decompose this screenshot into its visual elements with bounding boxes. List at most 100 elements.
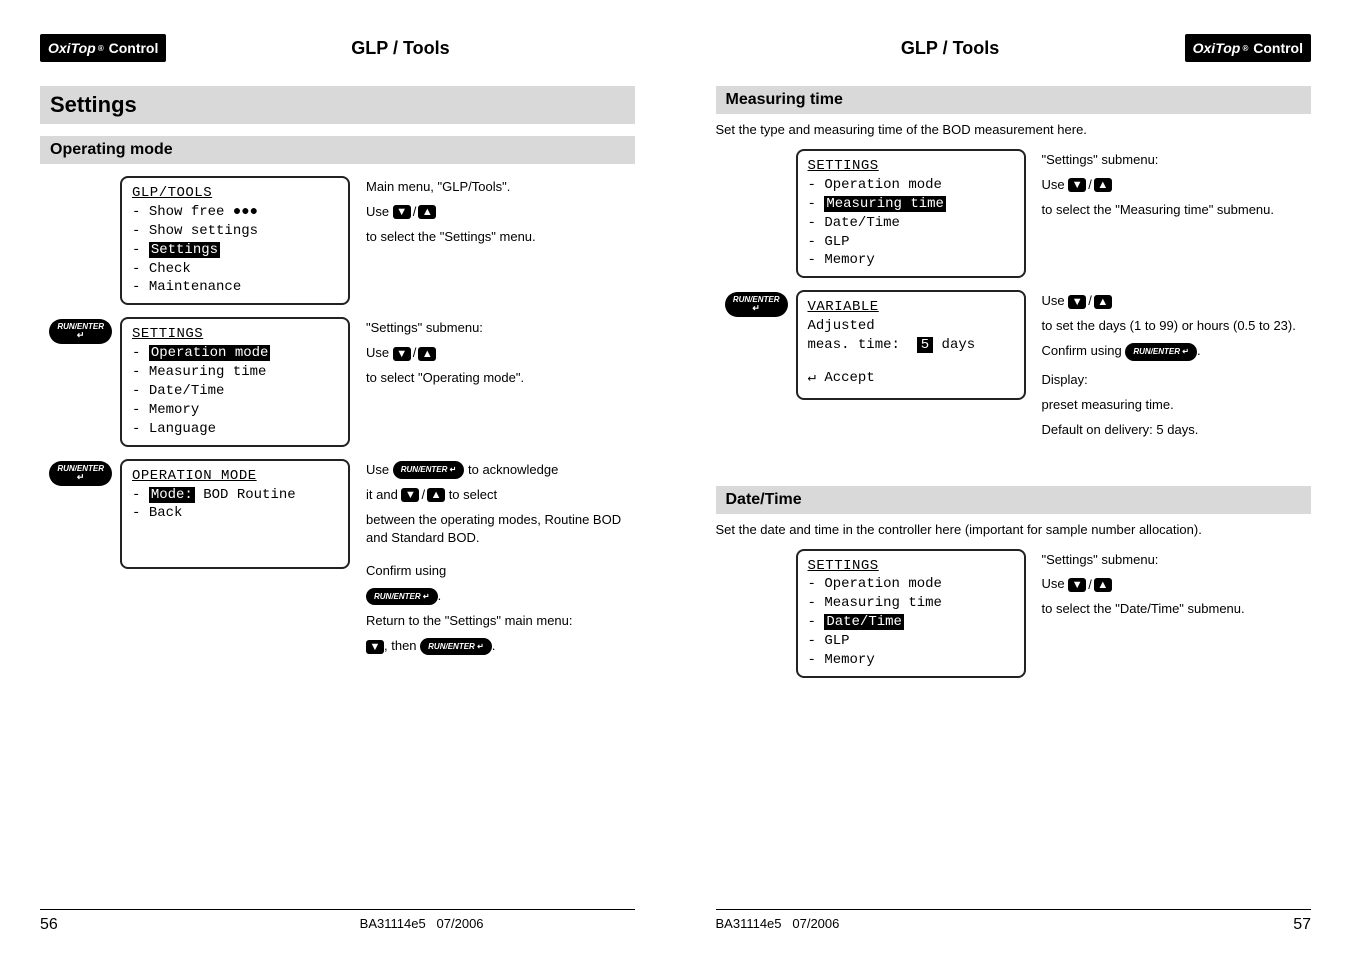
run-enter-key-inline: RUN/ENTER ↵ — [420, 638, 492, 656]
list-item: - Operation mode — [808, 575, 1014, 594]
brand-name: OxiTop — [1193, 40, 1241, 56]
intro-text: Set the type and measuring time of the B… — [716, 122, 1312, 137]
brand-chip: OxiTop®Control — [40, 34, 166, 62]
annot-line: to select the "Settings" menu. — [366, 228, 635, 247]
list-item-selected: - Settings — [132, 241, 338, 260]
annot-line: between the operating modes, Routine BOD… — [366, 511, 635, 549]
lcd-line: Adjusted — [808, 317, 1014, 336]
annotation: "Settings" submenu: Use ▼/▲ to select th… — [1042, 549, 1312, 626]
list-item: - GLP — [808, 632, 1014, 651]
annot-line: Use ▼/▲ — [1042, 292, 1312, 311]
lcd-line: meas. time: 5 days — [808, 336, 1014, 355]
list-item-selected: - Measuring time — [808, 195, 1014, 214]
list-item: - Memory — [132, 401, 338, 420]
lcd-glp-tools: GLP/TOOLS - Show free ●●● - Show setting… — [120, 176, 350, 305]
lcd-settings: SETTINGS - Operation mode - Measuring ti… — [120, 317, 350, 446]
annot-line: Main menu, "GLP/Tools". — [366, 178, 635, 197]
list-item-selected: - Operation mode — [132, 344, 338, 363]
annot-line: Return to the "Settings" main menu: — [366, 612, 635, 631]
footer-doc: BA31114e5 07/2006 — [360, 916, 484, 934]
down-arrow-icon: ▼ — [366, 640, 384, 654]
step-row: GLP/TOOLS - Show free ●●● - Show setting… — [40, 176, 635, 305]
annot-line: Use RUN/ENTER ↵ to acknowledge — [366, 461, 635, 480]
lcd-title: GLP/TOOLS — [132, 184, 338, 203]
page-header-right: GLP / Tools OxiTop® Control — [716, 30, 1312, 66]
annot-line: ▼, then RUN/ENTER ↵. — [366, 637, 635, 656]
annot-line: Use ▼/▲ — [1042, 176, 1312, 195]
brand-name: OxiTop — [48, 40, 96, 56]
lcd-title: OPERATION MODE — [132, 467, 338, 486]
list-item: - Show settings — [132, 222, 338, 241]
list-item: - Measuring time — [808, 594, 1014, 613]
lcd-accept: ↵ Accept — [808, 369, 1014, 388]
footer-doc: BA31114e5 07/2006 — [716, 916, 840, 934]
brand-reg: ® — [1242, 44, 1248, 53]
list-item: - Memory — [808, 651, 1014, 670]
annot-line: Use ▼/▲ — [366, 344, 635, 363]
page-number: 56 — [40, 916, 58, 934]
list-item: - Date/Time — [808, 214, 1014, 233]
annot-line: Default on delivery: 5 days. — [1042, 421, 1312, 440]
run-enter-key: RUN/ENTER↵ — [725, 292, 788, 317]
annotation: Use ▼/▲ to set the days (1 to 99) or hou… — [1042, 290, 1312, 445]
annot-line: to select the "Date/Time" submenu. — [1042, 600, 1312, 619]
annot-line: Confirm using — [366, 562, 635, 581]
list-item-selected: - Mode: BOD Routine — [132, 486, 338, 505]
page-title: GLP / Tools — [716, 38, 1185, 59]
page-number: 57 — [1293, 916, 1311, 934]
annot-line: Display: — [1042, 371, 1312, 390]
list-item: - Date/Time — [132, 382, 338, 401]
arrow-keys-icon: ▼/▲ — [1068, 176, 1112, 195]
list-item: - Language — [132, 420, 338, 439]
list-item: - Check — [132, 260, 338, 279]
step-row: RUN/ENTER↵ OPERATION MODE - Mode: BOD Ro… — [40, 459, 635, 662]
run-enter-key: RUN/ENTER↵ — [49, 461, 112, 486]
step-key: RUN/ENTER↵ — [40, 317, 120, 344]
annot-line: "Settings" submenu: — [1042, 551, 1312, 570]
lcd-title: SETTINGS — [132, 325, 338, 344]
annot-line: Use ▼/▲ — [366, 203, 635, 222]
step-key-empty — [716, 549, 796, 551]
arrow-keys-icon: ▼/▲ — [401, 486, 445, 505]
arrow-keys-icon: ▼/▲ — [393, 203, 437, 222]
intro-text: Set the date and time in the controller … — [716, 522, 1312, 537]
run-enter-key-inline: RUN/ENTER ↵ — [366, 588, 438, 606]
annot-line: RUN/ENTER ↵. — [366, 587, 635, 606]
annotation: "Settings" submenu: Use ▼/▲ to select th… — [1042, 149, 1312, 226]
lcd-operation-mode: OPERATION MODE - Mode: BOD Routine - Bac… — [120, 459, 350, 569]
h2-measuring-time: Measuring time — [716, 86, 1312, 114]
list-item: - Back — [132, 504, 338, 523]
h1-settings: Settings — [40, 86, 635, 124]
lcd-title: SETTINGS — [808, 157, 1014, 176]
h2-date-time: Date/Time — [716, 486, 1312, 514]
annot-line: preset measuring time. — [1042, 396, 1312, 415]
annot-line: it and ▼/▲ to select — [366, 486, 635, 505]
list-item: - Maintenance — [132, 278, 338, 297]
annotation: Use RUN/ENTER ↵ to acknowledge it and ▼/… — [366, 459, 635, 662]
annot-line: "Settings" submenu: — [366, 319, 635, 338]
page-header-left: OxiTop®Control GLP / Tools — [40, 30, 635, 66]
page-57: GLP / Tools OxiTop® Control Measuring tim… — [676, 0, 1351, 954]
brand-reg: ® — [98, 44, 104, 53]
list-item: - Memory — [808, 251, 1014, 270]
annot-line: Use ▼/▲ — [1042, 575, 1312, 594]
step-key: RUN/ENTER↵ — [40, 459, 120, 486]
arrow-keys-icon: ▼/▲ — [1068, 292, 1112, 311]
page-title: GLP / Tools — [166, 38, 634, 59]
list-item: - Operation mode — [808, 176, 1014, 195]
run-enter-key-inline: RUN/ENTER ↵ — [393, 461, 465, 479]
h2-operating-mode: Operating mode — [40, 136, 635, 164]
lcd-settings: SETTINGS - Operation mode - Measuring ti… — [796, 149, 1026, 278]
lcd-title: SETTINGS — [808, 557, 1014, 576]
brand-chip: OxiTop® Control — [1185, 34, 1311, 62]
lcd-title: VARIABLE — [808, 298, 1014, 317]
annot-line: to set the days (1 to 99) or hours (0.5 … — [1042, 317, 1312, 336]
brand-suffix: Control — [1253, 40, 1303, 56]
list-item: - Measuring time — [132, 363, 338, 382]
arrow-keys-icon: ▼/▲ — [393, 344, 437, 363]
annot-line: to select the "Measuring time" submenu. — [1042, 201, 1312, 220]
step-row: RUN/ENTER↵ SETTINGS - Operation mode - M… — [40, 317, 635, 446]
arrow-keys-icon: ▼/▲ — [1068, 576, 1112, 595]
annot-line: to select "Operating mode". — [366, 369, 635, 388]
lcd-variable: VARIABLE Adjusted meas. time: 5 days ↵ A… — [796, 290, 1026, 400]
